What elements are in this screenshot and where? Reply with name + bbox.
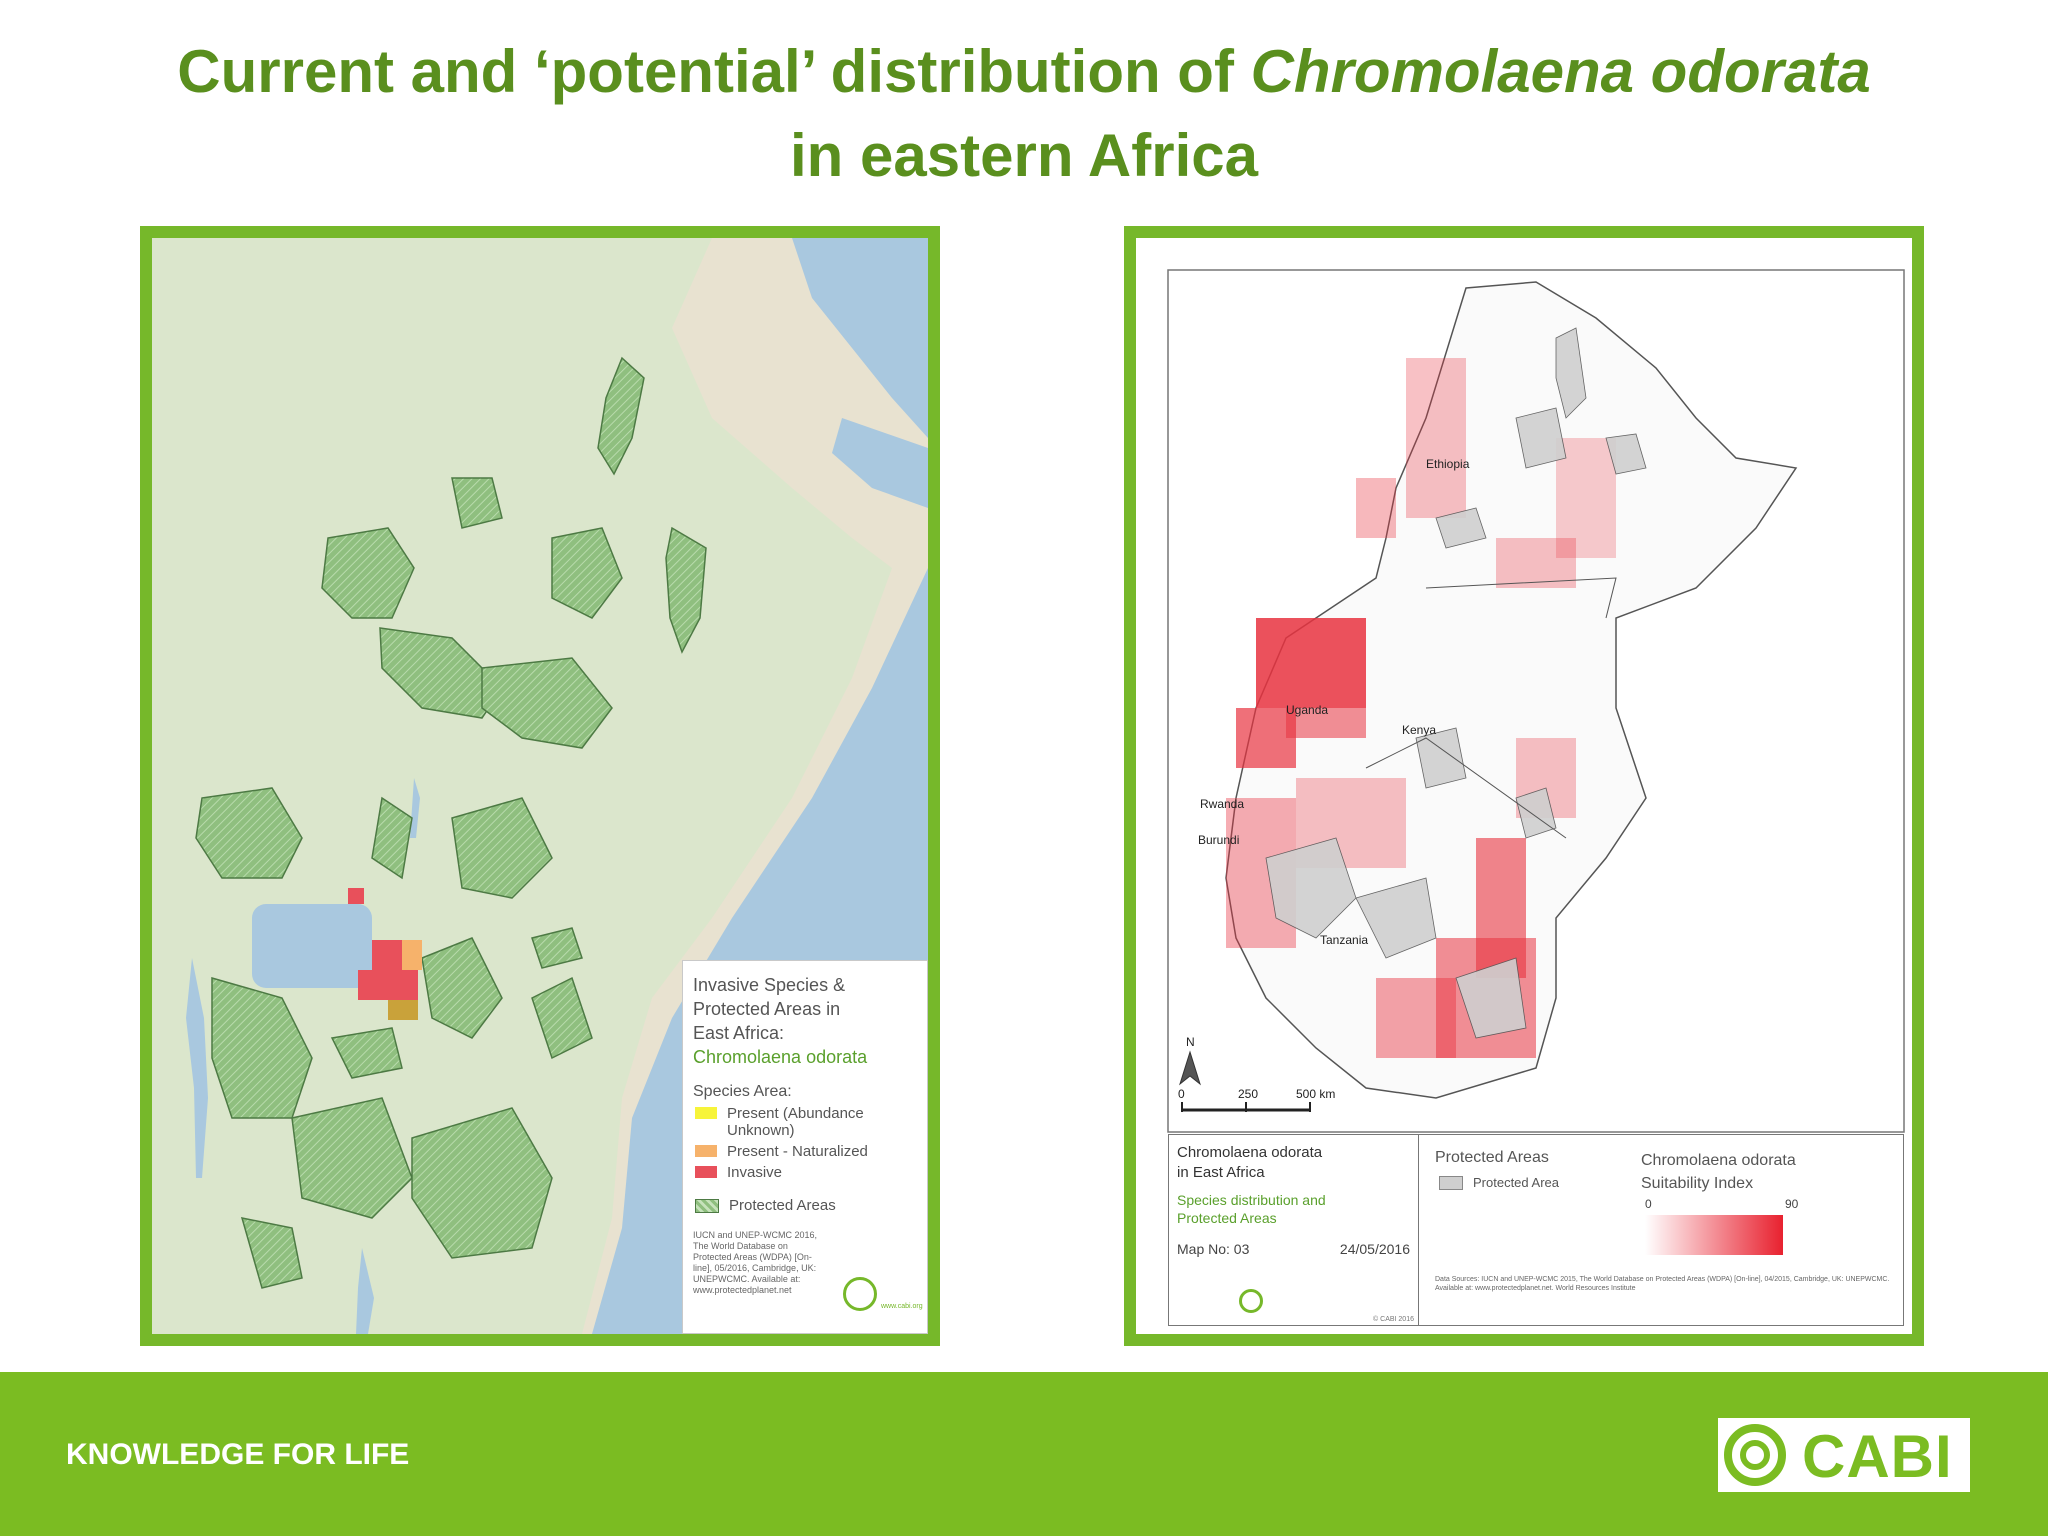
scale-end: 500 km	[1296, 1087, 1335, 1101]
lake-tanganyika	[186, 958, 208, 1178]
legend-item-label: Protected Areas	[729, 1197, 836, 1214]
legend-species: Chromolaena odorata	[693, 1047, 868, 1067]
left-map-legend: Invasive Species & Protected Areas in Ea…	[682, 960, 928, 1334]
legend-title-line2: Protected Areas in	[693, 999, 841, 1019]
cabi-inner-ring-icon	[1740, 1440, 1770, 1470]
pa-legend-item: Protected Area	[1439, 1175, 1559, 1190]
north-label: N	[1186, 1035, 1195, 1049]
red-sea	[792, 238, 928, 438]
si-max: 90	[1785, 1197, 1799, 1211]
si-min: 0	[1645, 1197, 1652, 1211]
invasive-cells	[348, 888, 422, 1020]
si-title-line1: Chromolaena odorata	[1641, 1152, 1796, 1169]
legend-source: IUCN and UNEP-WCMC 2016, The World Datab…	[693, 1230, 818, 1295]
label-uganda: Uganda	[1286, 703, 1328, 717]
label-burundi: Burundi	[1198, 833, 1239, 847]
copyright: © CABI 2016	[1373, 1316, 1414, 1323]
title-species: Chromolaena odorata	[1250, 38, 1871, 105]
legend-species-area: Species Area:	[693, 1083, 792, 1100]
legend-title-line1: Chromolaena odorata	[1177, 1144, 1323, 1161]
label-tanzania: Tanzania	[1320, 933, 1368, 947]
legend-item-invasive: Invasive	[693, 1164, 917, 1181]
map-border	[1167, 269, 1905, 1133]
lake-turkana	[410, 778, 420, 838]
cabi-ring-icon	[1239, 1289, 1263, 1313]
map-date: 24/05/2016	[1339, 1241, 1410, 1257]
title-prefix: Current and ‘potential’ distribution of	[177, 38, 1251, 105]
swatch-red	[695, 1166, 717, 1178]
border-ethiopia	[1425, 577, 1617, 619]
label-rwanda: Rwanda	[1200, 797, 1244, 811]
cabi-url: www.cabi.org	[881, 1303, 923, 1310]
pa-label: Protected Area	[1473, 1175, 1559, 1190]
pa-legend-title: Protected Areas	[1435, 1149, 1549, 1166]
page-title: Current and ‘potential’ distribution of …	[0, 30, 2048, 198]
footer: KNOWLEDGE FOR LIFE CABI	[0, 1372, 2048, 1536]
legend-title-line1: Invasive Species &	[693, 975, 846, 995]
legend-item-present-unknown: Present (Abundance Unknown)	[693, 1105, 917, 1139]
legend-subtitle-line2: Protected Areas	[1177, 1210, 1277, 1226]
left-map-frame: Invasive Species & Protected Areas in Ea…	[140, 226, 940, 1346]
border-kenya-tanzania	[1365, 737, 1567, 839]
right-map-legend: Chromolaena odorata in East Africa Speci…	[1168, 1134, 1904, 1326]
left-map	[152, 238, 928, 1334]
lake-malawi	[356, 1248, 374, 1334]
legend-info-column: Chromolaena odorata in East Africa Speci…	[1169, 1135, 1419, 1325]
legend-title-line2: in East Africa	[1177, 1164, 1265, 1181]
lake-victoria	[252, 904, 372, 988]
si-legend-title: Chromolaena odorata Suitability Index	[1641, 1149, 1796, 1195]
footer-tagline: KNOWLEDGE FOR LIFE	[66, 1438, 410, 1471]
protected-areas	[195, 356, 707, 1289]
scale-mid: 250	[1238, 1087, 1258, 1101]
legend-title-line3: East Africa:	[693, 1023, 785, 1043]
legend-item-protected: Protected Areas	[693, 1197, 917, 1214]
swatch-hatched	[695, 1199, 719, 1213]
legend-item-label: Invasive	[727, 1164, 783, 1181]
label-kenya: Kenya	[1402, 723, 1436, 737]
legend-subtitle-line1: Species distribution and	[1177, 1192, 1326, 1208]
legend-subtitle: Species distribution and Protected Areas	[1177, 1191, 1410, 1227]
legend-item-naturalized: Present - Naturalized	[693, 1143, 917, 1160]
cabi-mini-logo: www.cabi.org	[843, 1277, 923, 1319]
swatch-yellow	[695, 1107, 717, 1119]
cabi-mini-logo	[1239, 1289, 1289, 1319]
pa-swatch	[1439, 1175, 1463, 1190]
scale-bar: 0 250 500 km	[1178, 1087, 1335, 1112]
data-sources: Data Sources: IUCN and UNEP-WCMC 2015, T…	[1435, 1276, 1890, 1292]
protected-area-polygons	[1265, 327, 1647, 1039]
cabi-ring-icon	[843, 1277, 877, 1311]
cabi-logo: CABI	[1718, 1418, 1970, 1492]
swatch-orange	[695, 1145, 717, 1157]
label-ethiopia: Ethiopia	[1426, 457, 1470, 471]
gulf-of-aden	[832, 418, 928, 508]
right-map-frame: Ethiopia Uganda Kenya Rwanda Burundi Tan…	[1124, 226, 1924, 1346]
title-line2: in eastern Africa	[790, 122, 1258, 189]
north-arrow: N	[1179, 1035, 1201, 1086]
suitability-gradient	[1645, 1215, 1783, 1255]
si-title-line2: Suitability Index	[1641, 1175, 1754, 1192]
legend-item-label: Present - Naturalized	[727, 1143, 868, 1160]
east-africa-outline	[1225, 281, 1798, 1099]
cabi-logo-text: CABI	[1802, 1423, 1953, 1490]
scale-zero: 0	[1178, 1087, 1185, 1101]
map-number: Map No: 03	[1177, 1241, 1250, 1257]
legend-item-label: Present (Abundance Unknown)	[727, 1105, 864, 1139]
cabi-outer-ring-icon	[1724, 1424, 1786, 1486]
north-arrow-icon	[1179, 1050, 1201, 1086]
